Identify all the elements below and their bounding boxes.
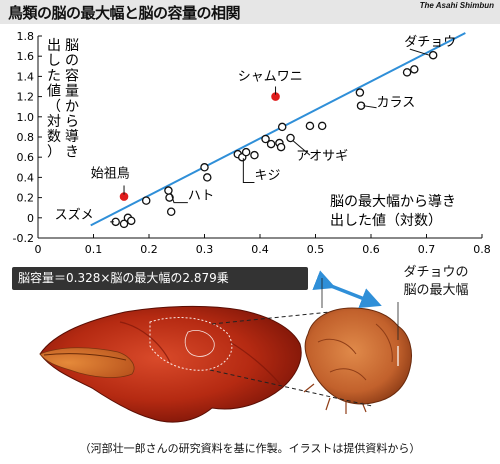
- data-point: [165, 193, 174, 202]
- data-point: [119, 219, 129, 229]
- data-point: [241, 147, 251, 157]
- trend-line: [90, 32, 466, 227]
- callout-line-1: ダチョウの: [403, 265, 469, 280]
- annotation-label: アオサギ: [296, 149, 348, 164]
- x-tick-label: 0.2: [140, 243, 158, 256]
- annotation-label: スズメ: [55, 207, 94, 223]
- scatter-chart: -0.200.20.40.60.81.01.21.41.61.80 0.1 0.2 0…: [13, 30, 491, 256]
- y-tick-label: 0.2: [17, 192, 35, 205]
- y-axis-label-char: の: [65, 53, 79, 69]
- annotation-label: キジ: [254, 168, 280, 183]
- x-tick-label: 0.7: [418, 243, 436, 256]
- annotation-leader: [170, 193, 188, 204]
- annotation-label: ダチョウ: [404, 35, 456, 50]
- y-axis-label-char: し: [47, 53, 61, 69]
- trend-line-group: [90, 32, 466, 227]
- data-point: [355, 88, 365, 97]
- annotation-leader: [292, 140, 311, 156]
- y-axis-label-char: 脳: [65, 38, 79, 54]
- y-axis-label-char: 対: [47, 114, 61, 130]
- data-point: [317, 121, 327, 131]
- y-axis-label-char: た: [47, 68, 61, 84]
- data-point: [286, 133, 295, 143]
- data-point: [164, 186, 173, 195]
- data-point: [410, 65, 419, 74]
- data-point: [261, 134, 270, 144]
- x-tick-label: 0.8: [473, 243, 491, 256]
- y-tick-label: 1.6: [17, 50, 35, 63]
- y-axis-label-char: 値: [47, 84, 61, 100]
- credit-label: The Asahi Shimbun: [419, 1, 494, 10]
- y-tick-label: 1.4: [17, 70, 35, 83]
- y-tick-label: 1.2: [17, 91, 35, 104]
- y-axis-label-char: （: [47, 99, 61, 115]
- data-point: [277, 122, 287, 132]
- data-point: [126, 216, 136, 226]
- y-axis-label-char: か: [65, 99, 79, 115]
- y-axis-label-char: ）: [47, 144, 61, 160]
- annotation-label: ハト: [188, 189, 214, 204]
- annotation-label: カラス: [377, 96, 416, 111]
- annotation-label: シャムワニ: [238, 69, 303, 84]
- x-tick-label: 0.6: [362, 243, 380, 256]
- ostrich-head-icon: [39, 305, 302, 423]
- y-axis-label-char: 出: [47, 38, 61, 54]
- data-point: [428, 50, 438, 60]
- y-axis-label-char: 導: [65, 129, 79, 145]
- data-points-group: [111, 50, 438, 229]
- data-point: [250, 150, 259, 160]
- ostrich-brain-callout: ダチョウの 脳の最大幅: [380, 264, 492, 300]
- data-point: [402, 68, 412, 77]
- y-tick-label: 0.8: [17, 131, 35, 144]
- x-tick-label: 0.5: [307, 243, 325, 256]
- y-tick-label: 0: [27, 212, 34, 225]
- data-point: [200, 163, 209, 172]
- annotation-leader: [363, 105, 377, 109]
- chart-axes: -0.200.20.40.60.81.01.21.41.61.80 0.1 0.2 0…: [13, 30, 491, 256]
- y-axis-label-char: 容: [65, 67, 79, 84]
- x-tick-label: 0: [35, 243, 42, 256]
- y-tick-label: 1.8: [17, 30, 35, 43]
- x-axis-label-line: 脳の最大幅から導き: [330, 194, 456, 210]
- connector-line-top: [211, 311, 331, 325]
- data-point: [305, 121, 315, 131]
- x-axis-label-line: 出した値（対数）: [330, 213, 442, 229]
- chart-title: 鳥類の脳の最大幅と脳の容量の相関: [8, 4, 241, 22]
- data-point: [276, 142, 286, 152]
- y-tick-label: 0.6: [17, 151, 35, 164]
- annotation-label: 始祖鳥: [91, 166, 130, 181]
- y-axis-label-char: き: [65, 144, 79, 160]
- y-tick-label: 0.4: [17, 171, 35, 184]
- x-tick-label: 0.4: [251, 243, 269, 256]
- annotation-leader: [242, 158, 255, 183]
- annotation-leader: [409, 48, 430, 56]
- brain-illustration: [39, 270, 412, 423]
- y-axis-label-char: ら: [65, 114, 79, 130]
- callout-line-2: 脳の最大幅: [403, 283, 469, 298]
- x-tick-label: 0.1: [85, 243, 103, 256]
- header-bar: 鳥類の脳の最大幅と脳の容量の相関 The Asahi Shimbun: [0, 0, 500, 24]
- data-point: [166, 207, 176, 216]
- source-caption: （河部壮一郎さんの研究資料を基に作製。イラストは提供資料から）: [79, 442, 421, 455]
- data-point: [266, 139, 276, 149]
- y-tick-label: -0.2: [13, 232, 34, 245]
- y-axis-label-char: 量: [65, 84, 79, 100]
- x-tick-label: 0.3: [196, 243, 214, 256]
- data-point: [141, 196, 151, 205]
- formula-box: 脳容量＝0.328×脳の最大幅の2.879乗: [12, 267, 308, 290]
- data-point: [203, 173, 212, 182]
- y-axis-label-char: 数: [47, 129, 61, 145]
- y-tick-label: 1.0: [17, 111, 35, 124]
- ostrich-brain-icon: [303, 302, 412, 414]
- width-arrow-icon: [312, 270, 382, 308]
